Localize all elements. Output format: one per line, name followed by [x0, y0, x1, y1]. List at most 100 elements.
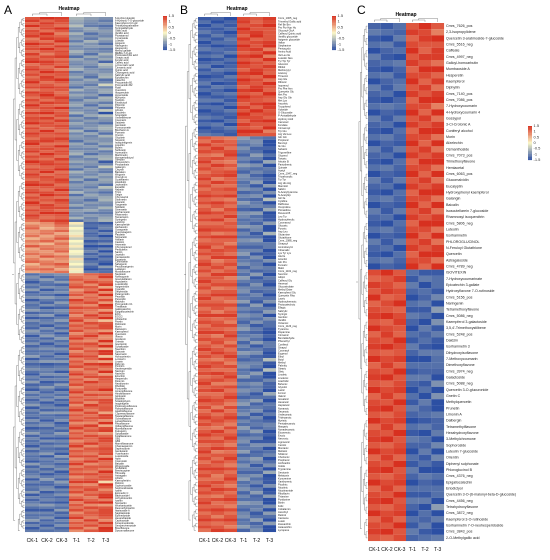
heatmap-cell [418, 269, 432, 276]
heatmap-cell [69, 473, 84, 476]
heatmap-cell [83, 42, 99, 46]
heatmap-cell [39, 314, 55, 317]
heatmap-cell [39, 411, 55, 415]
heatmap-cell [198, 112, 212, 116]
heatmap-cell [250, 504, 264, 509]
heatmap-cell [69, 142, 84, 146]
heatmap-cell [431, 232, 445, 239]
heatmap-cell [69, 70, 84, 74]
heatmap-cell [54, 521, 70, 525]
heatmap-cell [418, 534, 432, 542]
heatmap-cell [250, 187, 264, 191]
heatmap-cell [39, 488, 55, 492]
legend-tick-label: 1.5 [169, 13, 175, 18]
legend-tick-label: -1.5 [169, 47, 177, 52]
heatmap-cell [98, 232, 114, 235]
heatmap-cell [368, 257, 381, 264]
row-label: Quercetin [115, 332, 127, 336]
heatmap-cell [263, 143, 277, 147]
heatmap-cell [69, 460, 84, 463]
heatmap-cell [380, 306, 394, 313]
heatmap-cell [54, 83, 70, 87]
heatmap-cell [25, 519, 40, 522]
heatmap-cell [393, 479, 407, 486]
heatmap-cell [211, 276, 225, 280]
heatmap-cell [211, 218, 225, 222]
heatmap-cell [237, 78, 251, 82]
heatmap-cell [224, 422, 238, 427]
heatmap-cell [54, 316, 70, 320]
heatmap-cell [69, 483, 84, 486]
heatmap-cell [69, 514, 84, 517]
heatmap-cell [69, 406, 84, 410]
heatmap-cell [224, 276, 238, 280]
row-label: Cmrs_1047_neg [278, 172, 298, 176]
heatmap-cell [39, 375, 55, 379]
row-label: Cmrs_4997_neg [446, 55, 473, 59]
heatmap-cell [431, 220, 445, 227]
heatmap-cell [83, 485, 99, 489]
heatmap-cell [263, 327, 277, 331]
row-label: Morin [115, 324, 122, 328]
heatmap-cell [198, 238, 212, 243]
heatmap-cell [39, 503, 55, 507]
heatmap-cell [250, 143, 264, 147]
row-label: Rutin [115, 86, 122, 90]
heatmap-cell [211, 51, 225, 55]
heatmap-cell [25, 193, 40, 197]
row-label: Spinacetin [115, 235, 128, 239]
heatmap-cell [380, 497, 394, 505]
heatmap-cell [198, 286, 212, 290]
heatmap-cell [237, 392, 251, 396]
heatmap-cell [83, 170, 99, 174]
heatmap-cell [69, 419, 84, 422]
heatmap-cell [198, 17, 212, 21]
heatmap-cell [98, 34, 114, 38]
heatmap-cell [224, 518, 238, 522]
heatmap-cell [250, 289, 264, 294]
heatmap-cell [98, 301, 114, 305]
heatmap-cell [393, 417, 407, 424]
heatmap-cell [393, 467, 407, 474]
row-label: Nobiletin [115, 205, 126, 209]
heatmap-cell [39, 296, 55, 299]
heatmap-cell [54, 293, 70, 297]
heatmap-cell [380, 282, 394, 289]
heatmap-cell [393, 121, 407, 128]
row-label: Acetoxy [278, 71, 288, 75]
heatmap-cell [211, 347, 225, 352]
heatmap-cell [98, 409, 114, 412]
legend-tick-label: 1 [534, 129, 537, 134]
heatmap-cell [380, 288, 394, 295]
heatmap-cell [25, 55, 40, 59]
heatmap-cell [39, 403, 55, 407]
heatmap-cell [224, 269, 238, 273]
heatmap-cell [431, 60, 445, 67]
row-label: Ribitol [278, 65, 286, 69]
heatmap-cell [54, 237, 70, 240]
heatmap-cell [224, 17, 238, 21]
row-label: Desmethylicaritin [115, 506, 135, 510]
heatmap-cell [250, 361, 264, 365]
heatmap-cell [368, 534, 381, 542]
heatmap-cell [83, 211, 99, 215]
heatmap-cell [98, 124, 114, 128]
heatmap-cell [39, 475, 55, 479]
heatmap-cell [368, 288, 381, 295]
heatmap-cell [39, 129, 55, 133]
heatmap-cell [98, 42, 114, 46]
heatmap-cell [380, 66, 394, 73]
heatmap-cell [237, 204, 251, 209]
heatmap-cell [83, 380, 99, 384]
heatmap-cell [39, 273, 55, 276]
heatmap-cell [224, 160, 238, 164]
heatmap-cell [83, 91, 99, 94]
heatmap-cell [250, 259, 264, 263]
legend-swatch [528, 154, 532, 156]
heatmap-cell [83, 147, 99, 151]
heatmap-cell [211, 34, 225, 38]
row-label: Flavonol B [278, 211, 291, 215]
heatmap-cell [69, 496, 84, 499]
heatmap-cell [368, 442, 381, 449]
